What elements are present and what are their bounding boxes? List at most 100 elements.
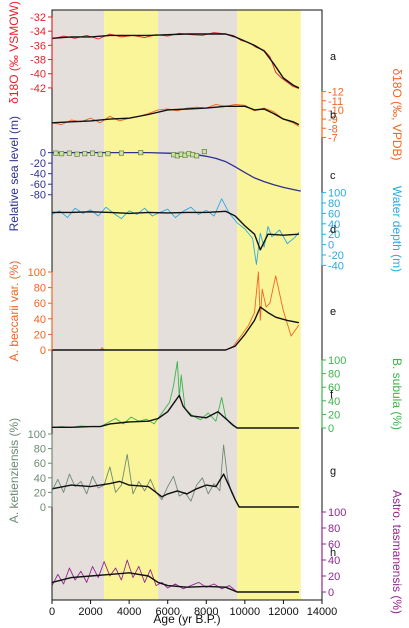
panel-f: [51, 360, 299, 429]
panel-h-smooth-series: [51, 572, 299, 593]
panel-f-letter: f: [330, 389, 334, 401]
panel-f-tick-label: 60: [328, 382, 340, 394]
panel-d-raw-series: [51, 198, 300, 265]
panel-g-raw-series: [51, 444, 299, 508]
panel-c-tick-label: -80: [30, 190, 46, 202]
panel-h-tick-label: 100: [328, 507, 346, 519]
panel-a-smooth-series: [51, 33, 300, 89]
panel-b-axis-title: δ18O (‰, VPDB): [390, 68, 404, 160]
age-tick-label: 2000: [78, 606, 102, 618]
age-tick-label: 12000: [268, 606, 299, 618]
sea-level-data-point: [74, 151, 80, 157]
panel-b-letter: b: [330, 110, 336, 122]
panel-c-axis: 0-20-40-60-80 Relative sea level (m) c: [7, 116, 336, 231]
panel-h-tick-label: 40: [328, 555, 340, 567]
panel-a-letter: a: [330, 51, 337, 63]
panel-g: [51, 444, 299, 508]
panel-b-smooth-series: [51, 105, 300, 126]
sea-level-data-point: [59, 151, 65, 157]
age-tick-label: 8000: [194, 606, 218, 618]
panel-g-letter: g: [330, 466, 336, 478]
age-band-1: [52, 10, 105, 600]
age-band-3: [158, 10, 238, 600]
panel-a-raw-series: [51, 32, 300, 90]
panel-h-axis: 0 20 40 60 80 100 Astro. tasmanensis (%) h: [321, 490, 404, 614]
age-tick-label: 4000: [117, 606, 141, 618]
panel-e-axis: 0 20 40 60 80 100 A. beccarii var. (%) e: [7, 261, 336, 362]
panel-a-axis: -32 -34 -36 -38 -40 -42 δ18O (‰ VSMOW) a: [7, 1, 337, 104]
panel-b-tick-label: -9: [328, 114, 338, 126]
panel-a-tick-label: -42: [30, 83, 46, 95]
sea-level-data-point: [138, 150, 144, 156]
panel-e-tick-label: 0: [40, 345, 46, 357]
panel-a-tick-label: -38: [30, 55, 46, 67]
panel-f-tick-label: 40: [328, 396, 340, 408]
panel-f-axis-title: B. subula (%): [390, 358, 404, 430]
panel-h-letter: h: [330, 547, 336, 559]
panel-d-tick-label: -20: [328, 250, 344, 262]
panel-h-tick-label: 0: [328, 587, 334, 599]
panel-h-tick-label: 60: [328, 539, 340, 551]
panel-c-tick-label: -60: [30, 179, 46, 191]
panel-g-tick-label: 60: [34, 458, 46, 470]
panel-c: [52, 149, 301, 192]
panel-g-tick-label: 20: [34, 487, 46, 499]
panel-g-axis: 0 20 40 60 80 100 A. ketienziensis (%) g: [7, 418, 336, 523]
panel-d-axis-title: Water depth (m): [390, 186, 404, 272]
panel-c-curve-series: [52, 151, 301, 192]
sea-level-data-point: [90, 150, 96, 156]
sea-level-data-point: [66, 150, 72, 156]
panel-h-axis-title: Astro. tasmanensis (%): [390, 490, 404, 614]
panel-d-tick-label: 20: [328, 229, 340, 241]
panel-b-tick-label: -10: [328, 105, 344, 117]
panel-a-tick-label: -34: [30, 26, 46, 38]
panel-h-tick-label: 20: [328, 571, 340, 583]
panel-c-tick-label: 0: [40, 148, 46, 160]
age-tick-label: 14000: [307, 606, 338, 618]
panel-e-tick-label: 60: [34, 298, 46, 310]
panel-e: [52, 271, 300, 351]
age-tick-label: 10000: [230, 606, 261, 618]
panel-a-tick-label: -36: [30, 40, 46, 52]
sea-level-data-point: [53, 150, 59, 156]
age-tick-label: 6000: [155, 606, 179, 618]
panel-a-axis-title: δ18O (‰ VSMOW): [7, 1, 21, 104]
sea-level-data-point: [97, 151, 103, 157]
panel-a: [51, 32, 300, 90]
panel-e-tick-label: 20: [34, 329, 46, 341]
panel-h-tick-label: 80: [328, 523, 340, 535]
age-tick-label: 0: [49, 606, 55, 618]
panel-b-tick-label: -8: [328, 123, 338, 135]
panel-g-axis-title: A. ketienziensis (%): [7, 418, 21, 523]
age-axis-title: Age (yr B.P.): [153, 612, 220, 626]
panel-e-tick-label: 100: [28, 267, 46, 279]
panel-g-tick-label: 100: [28, 429, 46, 441]
sea-level-data-point: [194, 153, 200, 159]
panel-d-tick-label: 0: [328, 240, 334, 252]
panel-g-tick-label: 0: [40, 502, 46, 514]
panel-a-tick-label: -32: [30, 12, 46, 24]
panel-b: [51, 103, 300, 127]
panel-h-raw-series: [51, 559, 299, 593]
sea-level-data-point: [201, 149, 207, 155]
panel-d-letter: d: [330, 224, 336, 236]
panel-e-letter: e: [330, 306, 336, 318]
panel-e-tick-label: 80: [34, 283, 46, 295]
panel-b-tick-label: -12: [328, 87, 344, 99]
panel-d-tick-label: 60: [328, 208, 340, 220]
panel-b-tick-label: -11: [328, 96, 343, 108]
panel-e-smooth-series: [52, 306, 300, 351]
panel-g-smooth-series: [51, 473, 299, 508]
panel-g-tick-label: 80: [34, 444, 46, 456]
panel-c-letter: c: [330, 170, 336, 182]
panel-f-smooth-series: [52, 394, 299, 429]
sea-level-data-point: [105, 151, 111, 157]
panel-e-axis-title: A. beccarii var. (%): [7, 261, 21, 362]
panel-d-tick-label: 40: [328, 219, 340, 231]
panel-b-tick-label: -7: [328, 132, 338, 144]
sea-level-data-point: [118, 150, 124, 156]
panel-e-tick-label: 40: [34, 314, 46, 326]
